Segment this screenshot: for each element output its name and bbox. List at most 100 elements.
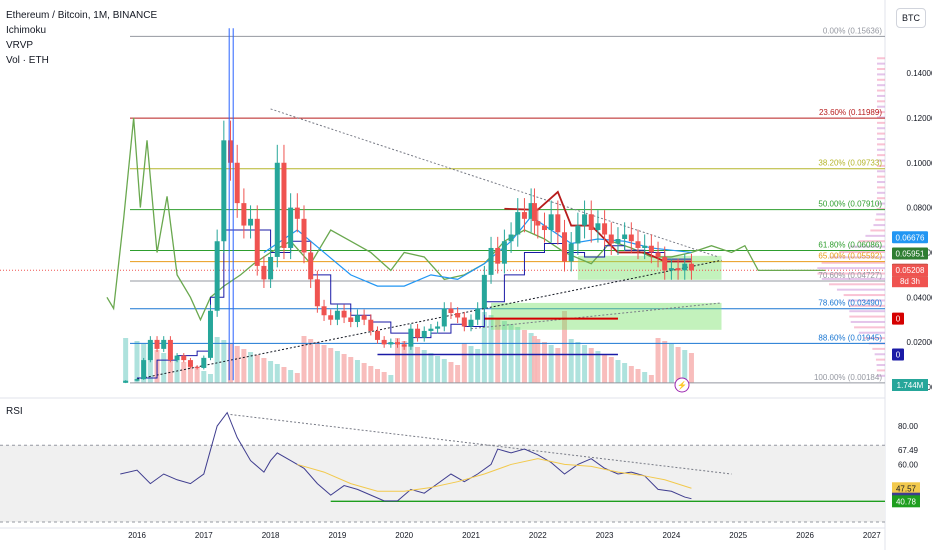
- volume-bar: [261, 358, 267, 383]
- candle-body: [161, 339, 167, 349]
- volume-profile-bar: [876, 197, 885, 200]
- volume-bar: [341, 354, 347, 383]
- candle-body: [501, 241, 507, 264]
- candle-body: [361, 315, 367, 320]
- candle-body: [488, 247, 494, 275]
- volume-profile-bar: [877, 94, 885, 97]
- volume-profile-bar: [876, 213, 885, 216]
- volume-profile-bar: [876, 181, 885, 184]
- ichimoku-lagging-span: [106, 117, 826, 322]
- volume-bar: [301, 336, 307, 383]
- volume-profile-bar: [876, 207, 885, 210]
- volume-bar: [675, 347, 681, 383]
- candle-body: [154, 339, 160, 349]
- volume-bar: [314, 342, 320, 383]
- candle-body: [147, 339, 153, 361]
- symbol-title[interactable]: Ethereum / Bitcoin, 1M, BINANCE: [6, 10, 158, 21]
- volume-bar: [622, 363, 628, 383]
- candle-body: [668, 268, 674, 271]
- volume-bar: [468, 346, 474, 383]
- candle-body: [481, 274, 487, 309]
- currency-selector[interactable]: BTC: [896, 8, 926, 28]
- volume-bar: [461, 343, 467, 383]
- volume-profile-bar: [877, 105, 885, 108]
- candle-body: [288, 207, 294, 248]
- volume-bar: [241, 349, 247, 383]
- volume-bar: [635, 369, 641, 383]
- price-label-box: [892, 264, 928, 277]
- price-label-text: 0: [896, 350, 901, 359]
- candle-body: [401, 344, 407, 347]
- candle-body: [241, 203, 247, 226]
- candle-body: [688, 263, 694, 271]
- candle-body: [421, 330, 427, 338]
- volume-bar: [441, 359, 447, 383]
- time-axis-tick: 2020: [395, 531, 413, 540]
- volume-bar: [682, 350, 688, 383]
- volume-bar: [608, 357, 614, 383]
- candle-body: [408, 328, 414, 347]
- countdown-box: [892, 276, 928, 288]
- trendline-upper: [270, 108, 719, 258]
- volume-bar: [288, 370, 294, 383]
- candle-body: [622, 234, 628, 239]
- volume-bar: [388, 375, 394, 383]
- lightning-icon: [674, 377, 690, 393]
- volume-bar: [268, 361, 274, 383]
- candle-body: [354, 315, 360, 322]
- volume-bar: [134, 341, 140, 383]
- rsi-ma-line: [297, 458, 692, 492]
- indicator-volume[interactable]: Vol · ETH: [6, 55, 49, 66]
- volume-bar: [575, 342, 581, 383]
- rsi-label[interactable]: RSI: [6, 406, 23, 417]
- volume-profile-bar: [875, 358, 885, 361]
- fib-level-label: 100.00% (0.00184): [814, 373, 882, 382]
- time-axis-tick: 2024: [663, 531, 681, 540]
- price-label-box: [892, 247, 928, 260]
- volume-bar: [602, 354, 608, 383]
- candle-body: [602, 223, 608, 235]
- candle-body: [521, 212, 527, 219]
- candle-body: [531, 203, 537, 222]
- volume-profile-bar: [877, 84, 885, 87]
- volume-bar: [481, 312, 487, 383]
- price-label-box: [892, 231, 928, 244]
- volume-bar: [421, 350, 427, 383]
- volume-profile-bar: [874, 353, 885, 356]
- volume-bar: [167, 356, 173, 383]
- time-axis-tick: 2022: [529, 531, 547, 540]
- volume-profile-bar: [873, 224, 885, 227]
- rsi-value-text: 47.57: [896, 484, 917, 493]
- indicator-ichimoku[interactable]: Ichimoku: [6, 25, 47, 36]
- candle-body: [461, 317, 467, 327]
- volume-profile-bar: [836, 288, 885, 291]
- candle-body: [341, 310, 347, 318]
- volume-bar: [688, 353, 694, 383]
- volume-bar: [615, 360, 621, 383]
- candle-body: [248, 218, 254, 226]
- candle-body: [441, 308, 447, 327]
- candle-body: [448, 308, 454, 313]
- volume-profile-bar: [877, 57, 885, 60]
- volume-profile-bar: [828, 283, 885, 286]
- rsi-axis-tick: 60.00: [898, 460, 919, 469]
- rsi-trendline: [230, 414, 732, 475]
- volume-bar: [248, 352, 254, 383]
- candle-body: [348, 317, 354, 322]
- lightning-icon-glyph: ⚡: [677, 380, 687, 390]
- fib-level-label: 38.20% (0.09733): [818, 159, 882, 168]
- candle-body: [428, 328, 434, 331]
- candle-body: [388, 342, 394, 345]
- volume-profile-bar: [817, 267, 885, 270]
- volume-bar: [555, 348, 561, 383]
- trendline-lower: [136, 259, 722, 380]
- fib-level-label: 50.00% (0.07910): [818, 200, 882, 209]
- indicator-vrvp[interactable]: VRVP: [6, 40, 34, 51]
- volume-bar: [194, 368, 200, 383]
- volume-profile-bar: [876, 170, 885, 173]
- volume-bar: [642, 372, 648, 383]
- candle-body: [328, 315, 334, 320]
- volume-profile-bar: [870, 229, 885, 232]
